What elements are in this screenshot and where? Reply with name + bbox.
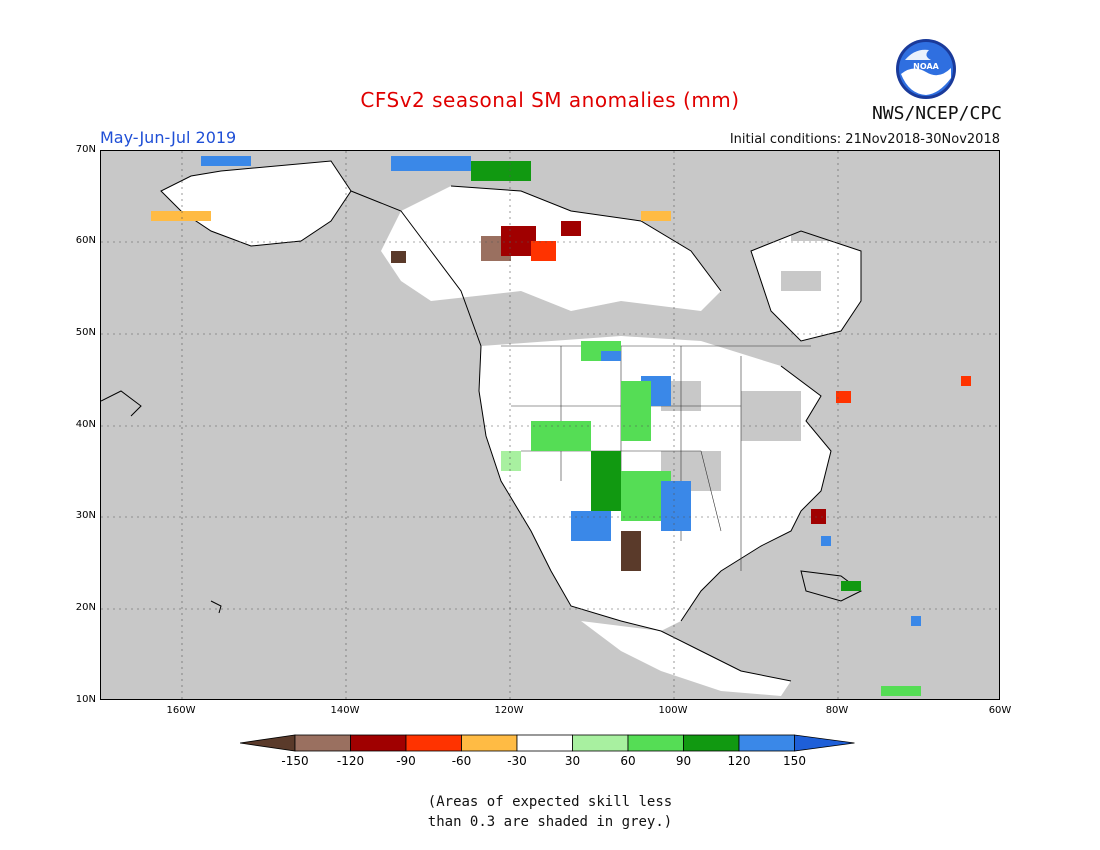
colorbar-segment: [738, 734, 795, 752]
svg-text:NOAA: NOAA: [913, 62, 939, 71]
colorbar-segment: [516, 734, 573, 752]
lat-label-60n: 60N: [75, 235, 96, 246]
lat-label-20n: 20N: [75, 602, 96, 613]
colorbar-tick-label: -150: [281, 754, 309, 768]
lon-label-80w: 80W: [825, 705, 849, 716]
colorbar: [240, 734, 855, 752]
agency-label: NWS/NCEP/CPC: [871, 103, 1002, 124]
colorbar-tick-label: -60: [451, 754, 472, 768]
coastlines: [101, 160, 862, 682]
colorbar-tick-label: -120: [336, 754, 365, 768]
anomaly-cells: [151, 156, 971, 696]
colorbar-segment: [572, 734, 629, 752]
colorbar-segment: [294, 734, 351, 752]
colorbar-tick-label: 150: [783, 754, 806, 768]
colorbar-segment: [683, 734, 740, 752]
note-line-2: than 0.3 are shaded in grey.): [427, 814, 673, 830]
colorbar-segment: [350, 734, 407, 752]
map-title: CFSv2 seasonal SM anomalies (mm): [360, 88, 740, 112]
initial-conditions-label: Initial conditions: 21Nov2018-30Nov2018: [729, 132, 1000, 147]
colorbar-arrow-low: [240, 734, 296, 752]
lat-label-40n: 40N: [75, 419, 96, 430]
lon-label-160w: 160W: [166, 705, 196, 716]
colorbar-tick-label: -30: [507, 754, 527, 768]
colorbar-segment: [405, 734, 462, 752]
colorbar-segment: [461, 734, 518, 752]
lon-label-120w: 120W: [494, 705, 524, 716]
skill-note: (Areas of expected skill less than 0.3 a…: [0, 792, 1100, 832]
lat-label-50n: 50N: [75, 327, 96, 338]
colorbar-tick-label: 30: [564, 754, 581, 768]
lon-label-100w: 100W: [658, 705, 688, 716]
map-canvas: [101, 151, 999, 699]
lat-label-30n: 30N: [75, 510, 96, 521]
colorbar-arrow-high: [794, 734, 855, 752]
anomaly-map: [100, 150, 1000, 700]
noaa-logo-icon: NOAA: [896, 39, 956, 99]
colorbar-tick-label: 60: [620, 754, 636, 768]
note-line-1: (Areas of expected skill less: [427, 794, 673, 810]
lat-label-70n: 70N: [75, 144, 96, 155]
graticule: [101, 151, 999, 699]
lat-label-10n: 10N: [75, 694, 96, 705]
colorbar-tick-label: 120: [727, 754, 751, 768]
period-label: May-Jun-Jul 2019: [100, 128, 237, 147]
colorbar-segment: [627, 734, 684, 752]
colorbar-tick-label: -90: [396, 754, 416, 768]
lon-label-140w: 140W: [330, 705, 360, 716]
lon-label-60w: 60W: [988, 705, 1012, 716]
colorbar-tick-label: 90: [675, 754, 692, 768]
